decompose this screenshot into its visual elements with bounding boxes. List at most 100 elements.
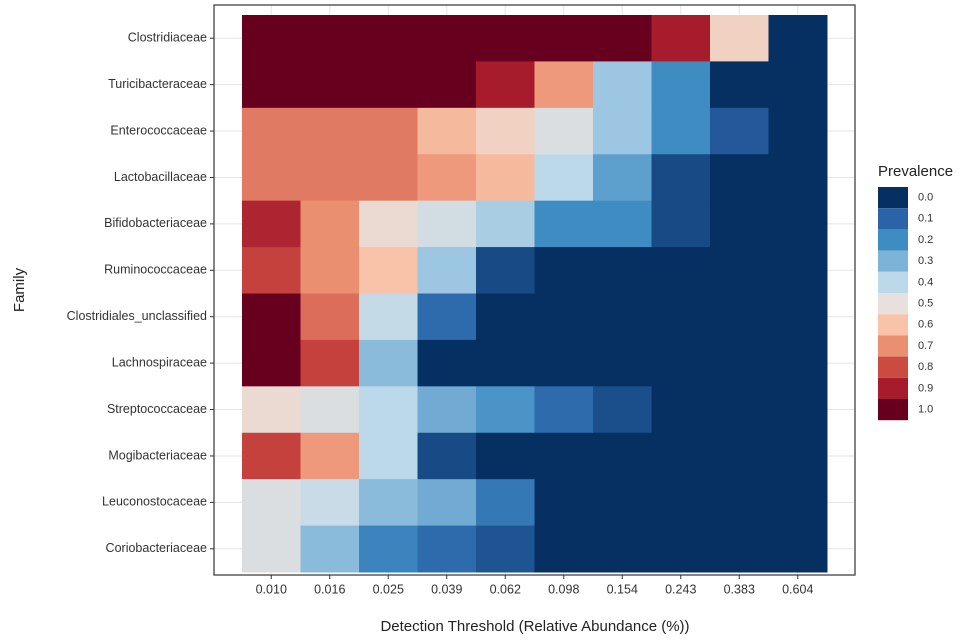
heat-cell xyxy=(359,200,418,248)
legend-label: 0.3 xyxy=(918,255,933,267)
heat-cell xyxy=(300,339,360,387)
heat-cell xyxy=(651,107,711,155)
heat-cell xyxy=(651,525,711,573)
heat-cell xyxy=(476,107,535,155)
heat-cell xyxy=(476,154,535,202)
heat-cell xyxy=(417,247,477,294)
y-tick-label: Enterococcaceae xyxy=(110,123,207,137)
heat-cell xyxy=(593,247,652,294)
heat-cell xyxy=(417,107,477,155)
heat-cell xyxy=(534,200,594,248)
heat-cell xyxy=(768,386,828,434)
heat-cell xyxy=(476,479,535,527)
heat-cell xyxy=(593,479,652,527)
x-axis-title: Detection Threshold (Relative Abundance … xyxy=(380,618,689,635)
heat-cell xyxy=(768,61,828,109)
legend-label: 0.9 xyxy=(918,382,933,394)
heat-cell xyxy=(651,479,711,527)
heat-cell xyxy=(300,15,360,62)
y-tick-label: Mogibacteriaceae xyxy=(108,448,207,462)
heat-cell xyxy=(359,386,418,434)
heat-cell xyxy=(593,154,652,202)
heat-cell xyxy=(300,432,360,480)
heat-cell xyxy=(242,479,301,527)
legend-label: 0.6 xyxy=(918,319,933,331)
heat-cell xyxy=(534,479,594,527)
y-tick-label: Coriobacteriaceae xyxy=(106,541,207,555)
legend-label: 0.2 xyxy=(918,234,933,246)
heat-cell xyxy=(476,61,535,109)
x-tick-label: 0.062 xyxy=(490,582,521,596)
legend-label: 0.0 xyxy=(918,192,933,204)
heat-cell xyxy=(651,386,711,434)
heat-cell xyxy=(768,247,828,294)
heat-cell xyxy=(534,339,594,387)
heat-cell xyxy=(476,200,535,248)
heat-cell xyxy=(710,200,769,248)
legend-label: 0.1 xyxy=(918,213,933,225)
legend-swatch xyxy=(878,271,908,293)
legend-label: 1.0 xyxy=(918,404,933,416)
heat-cell xyxy=(359,432,418,480)
heat-cell xyxy=(300,154,360,202)
heat-cell xyxy=(476,386,535,434)
x-tick-label: 0.383 xyxy=(724,582,755,596)
legend-label: 0.7 xyxy=(918,340,933,352)
heat-cell xyxy=(710,339,769,387)
heat-cell xyxy=(651,247,711,294)
tiles xyxy=(242,15,828,573)
legend-swatch xyxy=(878,229,908,251)
heat-cell xyxy=(300,200,360,248)
heat-cell xyxy=(768,15,828,62)
heat-cell xyxy=(710,107,769,155)
legend-label: 0.8 xyxy=(918,361,933,373)
legend-swatch xyxy=(878,187,908,209)
heat-cell xyxy=(593,432,652,480)
heat-cell xyxy=(593,15,652,62)
heat-cell xyxy=(359,479,418,527)
heat-cell xyxy=(359,15,418,62)
heat-cell xyxy=(300,386,360,434)
legend-swatch xyxy=(878,314,908,336)
legend-swatch xyxy=(878,399,908,421)
heat-cell xyxy=(534,247,594,294)
x-tick-label: 0.098 xyxy=(548,582,579,596)
y-tick-label: Streptococcaceae xyxy=(107,402,207,416)
x-tick-label: 0.604 xyxy=(782,582,813,596)
heat-cell xyxy=(359,339,418,387)
heat-cell xyxy=(242,247,301,294)
x-tick-label: 0.154 xyxy=(607,582,638,596)
heat-cell xyxy=(242,107,301,155)
heat-cell xyxy=(593,293,652,341)
heat-cell xyxy=(359,247,418,294)
heat-cell xyxy=(593,200,652,248)
heat-cell xyxy=(593,61,652,109)
heat-cell xyxy=(768,107,828,155)
heat-cell xyxy=(242,15,301,62)
heat-cell xyxy=(710,525,769,573)
heat-cell xyxy=(768,154,828,202)
heat-cell xyxy=(534,154,594,202)
heat-cell xyxy=(768,293,828,341)
heat-cell xyxy=(534,525,594,573)
heat-cell xyxy=(710,154,769,202)
heat-cell xyxy=(710,432,769,480)
heat-cell xyxy=(534,293,594,341)
x-tick-label: 0.039 xyxy=(431,582,462,596)
heat-cell xyxy=(710,61,769,109)
heat-cell xyxy=(710,15,769,62)
x-tick-label: 0.025 xyxy=(373,582,404,596)
y-tick-label: Leuconostocaceae xyxy=(102,495,207,509)
heat-cell xyxy=(651,200,711,248)
heat-cell xyxy=(593,525,652,573)
heat-cell xyxy=(417,61,477,109)
heat-cell xyxy=(359,61,418,109)
heat-cell xyxy=(476,15,535,62)
panel-border xyxy=(213,4,856,576)
heat-cell xyxy=(359,525,418,573)
heat-cell xyxy=(534,386,594,434)
heat-cell xyxy=(710,479,769,527)
legend-label: 0.5 xyxy=(918,298,933,310)
heat-cell xyxy=(242,386,301,434)
y-tick-label: Turicibacteraceae xyxy=(108,77,207,91)
